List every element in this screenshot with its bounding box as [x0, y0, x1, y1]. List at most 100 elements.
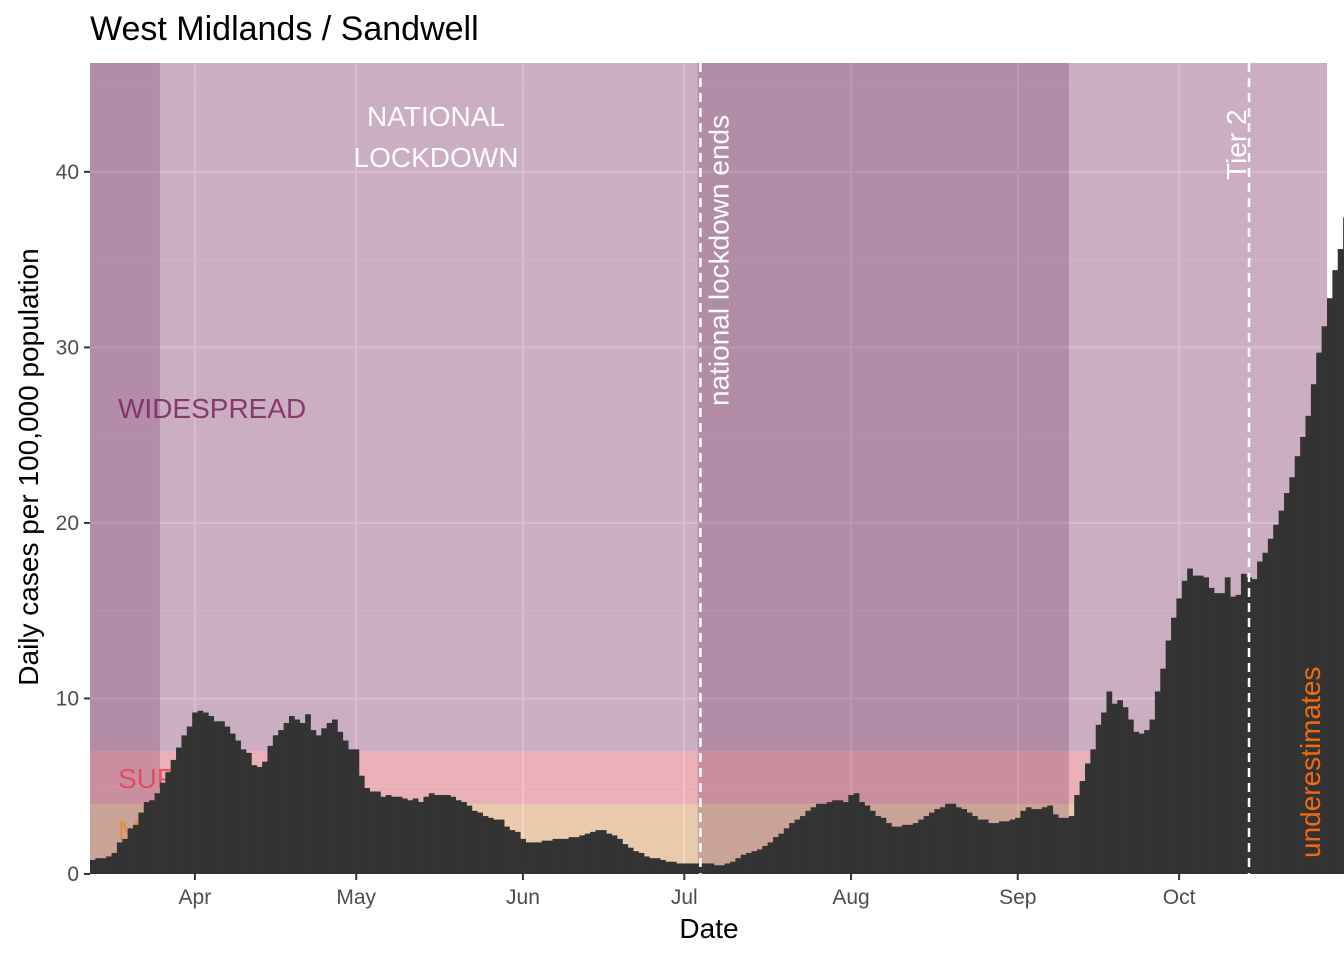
bar: [138, 812, 145, 874]
bar: [805, 810, 812, 874]
bar: [1192, 575, 1199, 874]
bar: [875, 816, 881, 874]
bar: [154, 793, 161, 874]
bar: [412, 798, 419, 874]
bar: [375, 791, 381, 874]
bar: [428, 793, 435, 874]
bar: [584, 833, 591, 874]
bar: [283, 723, 290, 874]
bar: [826, 802, 833, 874]
bar: [1041, 807, 1048, 874]
bar: [778, 833, 785, 874]
bar: [810, 807, 817, 874]
bar: [240, 749, 247, 874]
bar: [1154, 691, 1161, 874]
bar: [993, 823, 1000, 874]
bar: [1031, 809, 1037, 874]
bar: [869, 810, 876, 874]
bar: [1337, 249, 1344, 874]
bar: [1004, 821, 1011, 874]
bar: [1144, 730, 1150, 874]
bar: [1327, 298, 1333, 874]
bar: [536, 842, 543, 874]
y-tick-label: 40: [56, 161, 79, 184]
annotation-underestimates: underestimates: [1295, 667, 1326, 858]
bar: [1289, 477, 1296, 874]
bar: [315, 735, 322, 874]
bar: [380, 796, 387, 874]
bar: [197, 710, 204, 874]
bar: [326, 723, 333, 874]
bar: [391, 796, 397, 874]
bar: [842, 802, 849, 874]
bar: [1332, 270, 1339, 874]
bar: [1165, 640, 1172, 874]
bar: [1122, 707, 1129, 874]
bar: [821, 803, 828, 874]
bar: [127, 828, 134, 874]
bar: [552, 838, 559, 874]
bar: [1219, 593, 1226, 874]
bar: [176, 747, 182, 874]
bar: [939, 807, 946, 874]
annotation-tier2: Tier 2: [1221, 109, 1252, 180]
annotation-lockdown-ends: national lockdown ends: [703, 115, 734, 406]
bar: [493, 819, 500, 874]
bar: [342, 740, 349, 874]
bar: [348, 749, 354, 874]
bar: [789, 823, 795, 874]
bar: [321, 728, 327, 874]
bar: [590, 831, 596, 874]
bar: [853, 793, 860, 874]
bar: [224, 726, 231, 874]
bar: [1015, 817, 1021, 874]
bar: [106, 856, 112, 874]
bar: [245, 752, 252, 874]
bar: [740, 854, 747, 874]
bar: [1321, 326, 1328, 875]
bar: [461, 802, 467, 874]
bar: [116, 842, 123, 874]
bar: [364, 787, 371, 874]
bar: [186, 726, 193, 874]
bar: [305, 714, 311, 874]
bar: [466, 805, 473, 874]
bar: [697, 863, 704, 874]
bar: [262, 761, 268, 874]
bar: [401, 798, 408, 874]
bar: [1181, 580, 1188, 874]
bar: [923, 816, 930, 874]
x-tick-label: May: [336, 886, 376, 909]
bar: [988, 823, 994, 874]
bar: [1128, 719, 1134, 874]
bar: [891, 826, 898, 874]
level-label: WIDESPREAD: [118, 393, 306, 424]
bar: [837, 800, 844, 874]
bar: [1009, 819, 1016, 874]
bar: [934, 809, 941, 874]
bar: [504, 826, 510, 874]
bar: [907, 824, 914, 874]
bar: [159, 782, 166, 874]
bar: [730, 861, 736, 874]
bar: [1058, 817, 1064, 874]
bar: [267, 745, 274, 874]
bar: [783, 828, 790, 874]
bar: [686, 863, 693, 874]
bar: [1273, 524, 1279, 874]
bar: [423, 796, 430, 874]
bar: [407, 800, 414, 874]
bar: [1316, 352, 1322, 875]
bar: [1160, 668, 1167, 874]
bar: [1063, 817, 1070, 874]
bar: [568, 837, 575, 874]
bar: [1095, 724, 1102, 874]
bar: [643, 856, 650, 874]
bar: [1283, 493, 1290, 874]
bar: [1074, 795, 1080, 874]
bar: [111, 852, 118, 874]
bar: [665, 861, 672, 874]
bar: [358, 775, 365, 874]
bar: [600, 830, 607, 874]
bar: [945, 803, 951, 874]
